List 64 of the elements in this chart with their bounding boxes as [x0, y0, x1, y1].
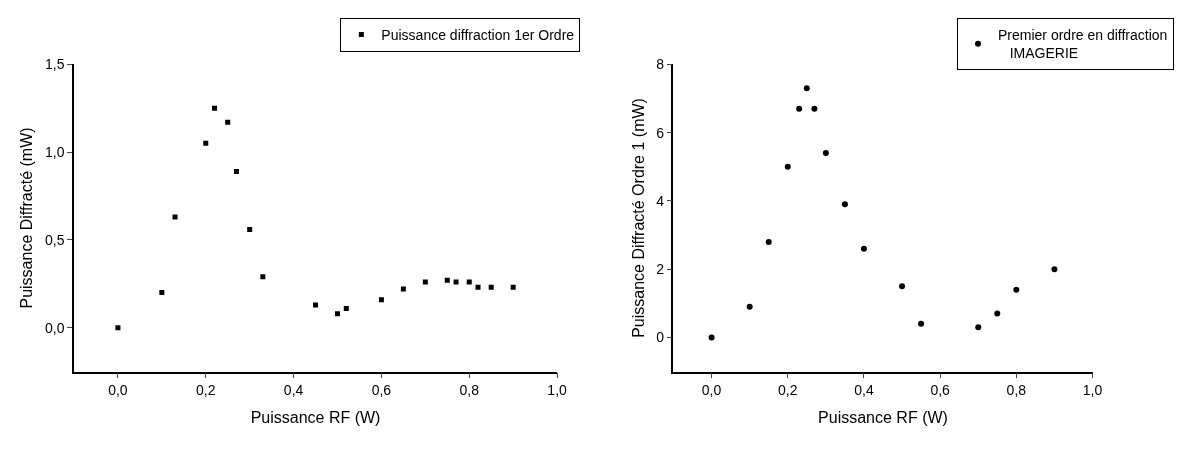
- x-tick-label: 0,6: [930, 382, 951, 399]
- x-tick-label: 1,0: [547, 382, 568, 399]
- point: [466, 279, 472, 285]
- y-tick-label: 1,0: [45, 144, 65, 161]
- point: [335, 311, 341, 317]
- point: [444, 277, 450, 283]
- point: [422, 279, 428, 285]
- point: [746, 303, 753, 310]
- point: [475, 284, 481, 290]
- point: [313, 302, 319, 308]
- x-tick-label: 0,2: [196, 382, 216, 399]
- point: [212, 105, 218, 111]
- y-tick-label: 4: [656, 192, 665, 209]
- point: [234, 168, 239, 174]
- point: [115, 325, 121, 331]
- legend-label: Premier ordre en diffraction IMAGERIE: [998, 27, 1168, 62]
- point: [811, 105, 818, 112]
- point: [378, 297, 384, 303]
- y-axis-title: Puissance Diffracté (mW): [18, 127, 36, 309]
- point: [803, 85, 810, 92]
- point: [453, 279, 459, 285]
- point: [510, 284, 516, 290]
- y-tick-label: 0,0: [45, 319, 65, 336]
- x-tick-label: 0,4: [854, 382, 874, 399]
- point: [343, 305, 349, 311]
- x-axis-title: Puissance RF (W): [250, 409, 381, 427]
- point: [247, 226, 253, 232]
- x-tick-label: 0,4: [283, 382, 304, 399]
- point: [975, 324, 982, 331]
- point: [260, 274, 266, 280]
- point: [1051, 266, 1058, 273]
- point: [899, 283, 906, 290]
- point: [203, 140, 209, 146]
- x-tick-label: 0,0: [108, 382, 128, 399]
- x-axis-title: Puissance RF (W): [818, 409, 948, 427]
- x-tick-label: 0,0: [701, 382, 722, 399]
- point: [784, 163, 791, 170]
- x-tick-label: 0,8: [459, 382, 480, 399]
- x-tick-label: 0,6: [371, 382, 392, 399]
- y-tick-label: 8: [656, 56, 665, 73]
- x-tick-label: 1,0: [1082, 382, 1103, 399]
- y-tick-label: 0,5: [45, 231, 65, 248]
- legend-label: Puissance diffraction 1er Ordre: [381, 27, 575, 44]
- point: [488, 284, 494, 290]
- point: [822, 150, 829, 157]
- point: [994, 310, 1001, 317]
- point: [765, 238, 772, 245]
- x-tick-label: 0,8: [1006, 382, 1027, 399]
- y-axis-title: Puissance Diffracté Ordre 1 (mW): [629, 98, 647, 338]
- point: [918, 320, 925, 327]
- x-tick-label: 0,2: [778, 382, 798, 399]
- point: [796, 105, 803, 112]
- point: [159, 290, 165, 296]
- point: [1013, 286, 1020, 293]
- point: [708, 334, 715, 341]
- point: [860, 245, 867, 252]
- y-tick-label: 6: [656, 124, 665, 141]
- point: [172, 214, 178, 220]
- point: [400, 286, 406, 292]
- y-tick-label: 0: [656, 329, 665, 346]
- point: [841, 201, 848, 208]
- y-tick-label: 2: [656, 261, 665, 278]
- y-tick-label: 1,5: [45, 56, 65, 73]
- point: [225, 119, 231, 125]
